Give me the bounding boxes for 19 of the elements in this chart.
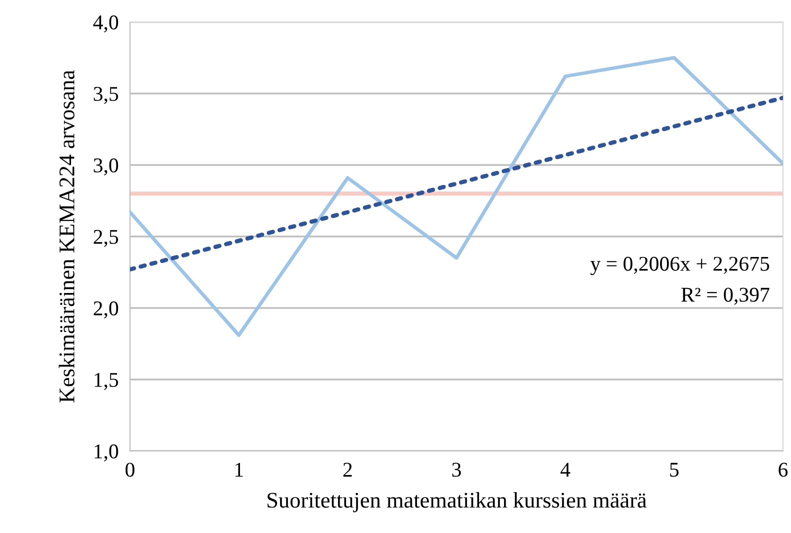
y-axis-title: Keskimääräinen KEMA224 arvosana <box>58 70 74 402</box>
x-tick-label: 1 <box>235 462 243 477</box>
y-tick-label: 1,5 <box>94 372 118 390</box>
x-tick-label: 4 <box>560 462 570 477</box>
annotation: R² = 0,397 <box>681 288 770 305</box>
x-tick-label: 6 <box>778 462 788 477</box>
x-tick-label: 2 <box>343 462 352 477</box>
y-tick-label: 1,0 <box>94 444 118 462</box>
y-tick-label: 3,0 <box>94 158 118 176</box>
x-tick-label: 0 <box>126 462 134 477</box>
y-tick-label: 2,5 <box>94 230 118 247</box>
y-tick-label: 3,5 <box>94 86 118 104</box>
x-tick-label: 5 <box>670 462 679 477</box>
x-axis-title: Suoritettujen matematiikan kurssien määrä <box>268 492 647 512</box>
y-tick-label: 2,0 <box>94 301 118 318</box>
x-tick-label: 3 <box>452 462 461 477</box>
line-series <box>130 56 783 337</box>
annotation: y = 0,2006x + 2,2675 <box>590 256 770 276</box>
y-tick-label: 4,0 <box>93 15 118 32</box>
